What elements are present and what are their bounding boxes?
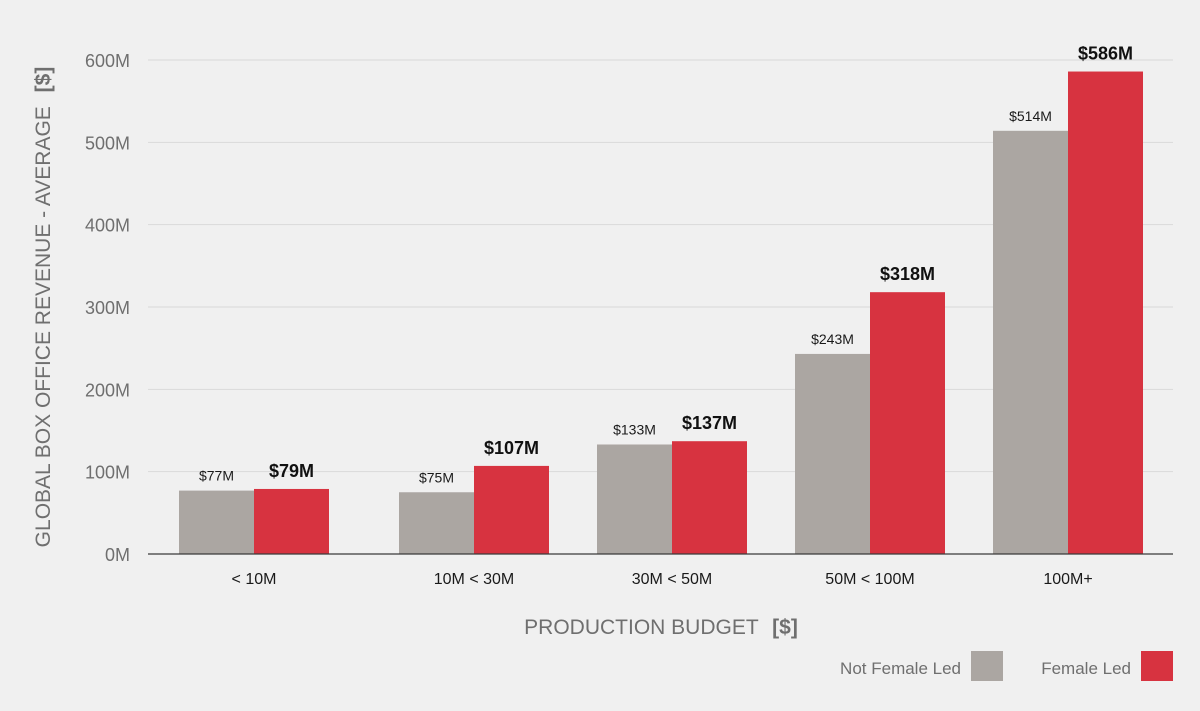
- bar-label-female-led: $79M: [269, 461, 314, 481]
- y-tick-label: 100M: [85, 463, 130, 483]
- y-axis-title-unit: [$]: [32, 67, 55, 93]
- y-tick-label: 0M: [105, 545, 130, 565]
- x-tick-label: < 10M: [232, 571, 277, 588]
- bar-label-not-female-led: $243M: [811, 331, 854, 347]
- bar-label-female-led: $107M: [484, 438, 539, 458]
- y-axis-title-text: GLOBAL BOX OFFICE REVENUE - AVERAGE: [32, 106, 55, 547]
- bar-label-not-female-led: $77M: [199, 468, 234, 484]
- y-tick-label: 300M: [85, 298, 130, 318]
- x-tick-label: 50M < 100M: [825, 571, 914, 588]
- bar-labels: $77M $79M $75M $107M $133M $137M $243M $318M $51…: [199, 44, 1133, 486]
- legend-label-female-led: Female Led: [1041, 659, 1131, 678]
- x-axis-title-unit: [$]: [772, 616, 798, 639]
- legend: Not Female Led Female Led: [840, 651, 1173, 681]
- bar-not-female-led: [399, 492, 474, 554]
- bar-female-led: [672, 441, 747, 554]
- bars: [179, 71, 1143, 554]
- x-axis-title-text: PRODUCTION BUDGET: [524, 616, 759, 639]
- x-tick-label: 100M+: [1043, 571, 1092, 588]
- y-tick-label: 200M: [85, 380, 130, 400]
- bar-label-not-female-led: $75M: [419, 469, 454, 485]
- y-tick-label: 500M: [85, 133, 130, 153]
- bar-not-female-led: [993, 130, 1068, 554]
- y-axis-ticks: 0M 100M 200M 300M 400M 500M 600M: [85, 51, 130, 565]
- legend-label-not-female-led: Not Female Led: [840, 659, 961, 678]
- x-tick-label: 30M < 50M: [632, 571, 712, 588]
- bar-female-led: [474, 465, 549, 554]
- x-axis-ticks: < 10M 10M < 30M 30M < 50M 50M < 100M 100M+: [232, 571, 1093, 588]
- y-tick-label: 600M: [85, 51, 130, 71]
- legend-swatch-not-female-led: [971, 651, 1003, 681]
- x-axis-title: PRODUCTION BUDGET [$]: [524, 616, 798, 639]
- bar-female-led: [1068, 71, 1143, 554]
- bar-not-female-led: [179, 490, 254, 554]
- bar-label-female-led: $318M: [880, 264, 935, 284]
- bar-label-not-female-led: $514M: [1009, 108, 1052, 124]
- y-tick-label: 400M: [85, 216, 130, 236]
- bar-label-not-female-led: $133M: [613, 421, 656, 437]
- bar-not-female-led: [597, 444, 672, 554]
- bar-female-led: [870, 292, 945, 554]
- bar-label-female-led: $137M: [682, 413, 737, 433]
- bar-label-female-led: $586M: [1078, 44, 1133, 64]
- legend-swatch-female-led: [1141, 651, 1173, 681]
- bar-female-led: [254, 488, 329, 554]
- x-tick-label: 10M < 30M: [434, 571, 514, 588]
- bar-not-female-led: [795, 353, 870, 554]
- y-axis-title: GLOBAL BOX OFFICE REVENUE - AVERAGE [$]: [32, 67, 55, 548]
